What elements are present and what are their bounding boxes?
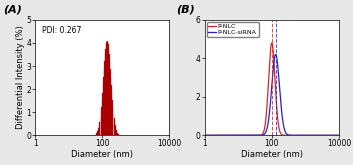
Text: (A): (A) xyxy=(4,5,22,15)
X-axis label: Diameter (nm): Diameter (nm) xyxy=(71,150,133,159)
Bar xyxy=(114,117,115,135)
P-NLC-siRNA xyxy=(300,134,304,136)
Line: P-NLC: P-NLC xyxy=(205,43,339,135)
Bar xyxy=(117,133,118,135)
Line: P-NLC-siRNA: P-NLC-siRNA xyxy=(205,54,339,135)
P-NLC xyxy=(259,134,263,136)
P-NLC-siRNA xyxy=(203,134,207,136)
Bar xyxy=(110,69,111,135)
Bar xyxy=(98,128,99,135)
Bar xyxy=(96,133,97,135)
P-NLC-siRNA xyxy=(260,134,264,136)
Legend: P-NLC, P-NLC-siRNA: P-NLC, P-NLC-siRNA xyxy=(207,22,259,37)
P-NLC xyxy=(260,133,264,135)
P-NLC-siRNA xyxy=(326,134,330,136)
P-NLC xyxy=(326,134,330,136)
P-NLC-siRNA xyxy=(337,134,341,136)
Bar xyxy=(108,44,109,135)
Y-axis label: Differential Intensity (%): Differential Intensity (%) xyxy=(16,26,25,129)
P-NLC xyxy=(337,134,341,136)
X-axis label: Diameter (nm): Diameter (nm) xyxy=(241,150,303,159)
Bar xyxy=(97,132,98,135)
P-NLC xyxy=(267,81,271,83)
Bar xyxy=(95,134,96,135)
Bar xyxy=(104,61,105,135)
Bar xyxy=(115,125,116,135)
P-NLC-siRNA xyxy=(267,120,271,122)
Bar xyxy=(109,54,110,135)
P-NLC-siRNA xyxy=(274,53,278,55)
Text: (B): (B) xyxy=(176,5,195,15)
Bar xyxy=(103,77,104,135)
P-NLC xyxy=(300,134,304,136)
P-NLC xyxy=(270,42,274,44)
Text: PDI: 0.267: PDI: 0.267 xyxy=(42,26,82,35)
P-NLC-siRNA xyxy=(333,134,337,136)
Bar xyxy=(116,130,117,135)
P-NLC-siRNA xyxy=(259,134,263,136)
P-NLC xyxy=(333,134,337,136)
Bar xyxy=(101,107,102,135)
Bar xyxy=(102,93,103,135)
P-NLC xyxy=(203,134,207,136)
Bar xyxy=(100,117,101,135)
Bar xyxy=(107,41,108,135)
